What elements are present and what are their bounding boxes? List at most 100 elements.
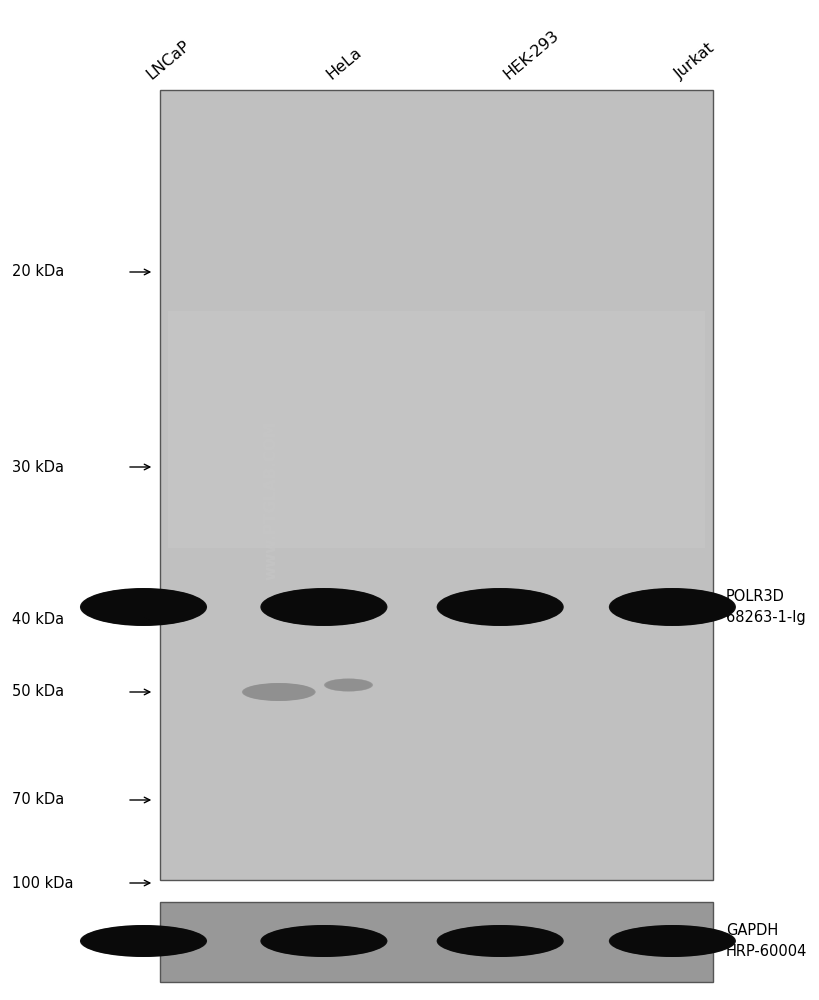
Ellipse shape <box>617 928 726 954</box>
Ellipse shape <box>611 589 732 625</box>
Text: GAPDH
HRP-60004: GAPDH HRP-60004 <box>725 923 806 959</box>
Ellipse shape <box>608 588 735 626</box>
Ellipse shape <box>85 590 201 624</box>
Ellipse shape <box>246 684 311 700</box>
Ellipse shape <box>441 590 559 624</box>
Ellipse shape <box>438 589 561 625</box>
Ellipse shape <box>242 683 314 701</box>
Ellipse shape <box>260 925 387 957</box>
Ellipse shape <box>264 926 383 956</box>
Ellipse shape <box>80 925 206 957</box>
Ellipse shape <box>85 927 201 955</box>
Ellipse shape <box>326 679 370 691</box>
Ellipse shape <box>267 591 380 623</box>
Text: HeLa: HeLa <box>324 44 364 82</box>
Bar <box>160 902 713 982</box>
Ellipse shape <box>443 927 556 955</box>
Ellipse shape <box>83 589 204 625</box>
Ellipse shape <box>324 679 372 691</box>
Ellipse shape <box>244 684 313 700</box>
Ellipse shape <box>262 926 385 956</box>
Ellipse shape <box>88 591 198 623</box>
Text: 20 kDa: 20 kDa <box>12 264 65 279</box>
Ellipse shape <box>610 589 733 625</box>
Ellipse shape <box>262 589 385 625</box>
Ellipse shape <box>441 590 558 624</box>
Text: LNCaP: LNCaP <box>143 37 192 82</box>
Ellipse shape <box>444 591 555 623</box>
Text: 30 kDa: 30 kDa <box>12 460 64 475</box>
Ellipse shape <box>438 926 561 956</box>
Text: 50 kDa: 50 kDa <box>12 684 65 700</box>
Text: POLR3D
68263-1-Ig: POLR3D 68263-1-Ig <box>725 589 804 625</box>
Ellipse shape <box>84 927 202 955</box>
Ellipse shape <box>439 589 560 625</box>
Ellipse shape <box>615 591 728 623</box>
Text: Jurkat: Jurkat <box>672 40 717 82</box>
Ellipse shape <box>443 591 556 623</box>
Ellipse shape <box>88 928 199 954</box>
Ellipse shape <box>324 679 372 691</box>
Ellipse shape <box>609 588 734 626</box>
Ellipse shape <box>243 684 314 700</box>
Ellipse shape <box>609 925 734 957</box>
Ellipse shape <box>326 679 370 691</box>
Ellipse shape <box>612 926 731 956</box>
Ellipse shape <box>437 925 562 957</box>
Ellipse shape <box>436 588 563 626</box>
Ellipse shape <box>83 926 204 956</box>
Ellipse shape <box>617 591 726 623</box>
Ellipse shape <box>264 590 383 624</box>
Ellipse shape <box>88 591 199 623</box>
Bar <box>168 311 704 548</box>
Ellipse shape <box>439 926 560 956</box>
Ellipse shape <box>80 588 206 626</box>
Ellipse shape <box>440 590 559 624</box>
Ellipse shape <box>445 591 554 623</box>
Ellipse shape <box>87 927 200 955</box>
Ellipse shape <box>265 927 382 955</box>
Ellipse shape <box>81 588 206 626</box>
Text: 70 kDa: 70 kDa <box>12 792 65 808</box>
Ellipse shape <box>327 680 369 690</box>
Ellipse shape <box>437 588 562 626</box>
Ellipse shape <box>82 926 205 956</box>
Ellipse shape <box>87 591 200 623</box>
Ellipse shape <box>81 925 206 957</box>
Ellipse shape <box>613 590 730 624</box>
Ellipse shape <box>260 588 387 626</box>
Ellipse shape <box>613 927 730 955</box>
Ellipse shape <box>265 927 382 955</box>
Bar <box>160 90 713 880</box>
Text: www.PTGLAB.COM: www.PTGLAB.COM <box>263 420 278 580</box>
Ellipse shape <box>265 590 382 624</box>
Ellipse shape <box>441 927 558 955</box>
Ellipse shape <box>611 926 732 956</box>
Ellipse shape <box>616 591 727 623</box>
Ellipse shape <box>612 590 731 624</box>
Ellipse shape <box>269 591 378 623</box>
Ellipse shape <box>245 684 312 700</box>
Ellipse shape <box>613 927 731 955</box>
Ellipse shape <box>613 590 731 624</box>
Ellipse shape <box>616 928 727 954</box>
Ellipse shape <box>445 928 554 954</box>
Ellipse shape <box>440 926 559 956</box>
Ellipse shape <box>325 679 371 691</box>
Ellipse shape <box>325 679 371 691</box>
Ellipse shape <box>246 684 311 700</box>
Ellipse shape <box>269 928 378 954</box>
Ellipse shape <box>261 588 386 626</box>
Ellipse shape <box>608 925 735 957</box>
Text: 100 kDa: 100 kDa <box>12 876 74 890</box>
Ellipse shape <box>441 927 559 955</box>
Ellipse shape <box>436 925 563 957</box>
Ellipse shape <box>610 926 733 956</box>
Ellipse shape <box>244 684 313 700</box>
Ellipse shape <box>324 678 373 692</box>
Ellipse shape <box>324 679 373 691</box>
Ellipse shape <box>261 925 386 957</box>
Ellipse shape <box>444 928 555 954</box>
Ellipse shape <box>263 926 384 956</box>
Text: 40 kDa: 40 kDa <box>12 612 65 628</box>
